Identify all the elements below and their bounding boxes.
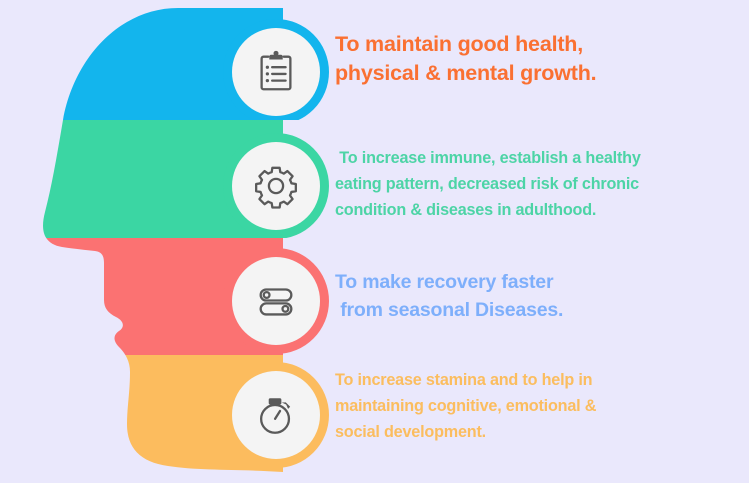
row-text-stamina-line-2: maintaining cognitive, emotional & xyxy=(335,397,597,415)
icon-circles xyxy=(232,28,320,459)
row-text-recovery-line-1: To make recovery faster xyxy=(335,271,554,293)
row-text-stamina-line-1: To increase stamina and to help in xyxy=(335,371,593,389)
row-text-recovery-line-2: from seasonal Diseases. xyxy=(335,299,564,321)
row-text-immunity-line-3: condition & diseases in adulthood. xyxy=(335,201,597,219)
row-text-health-line-1: To maintain good health, xyxy=(335,32,584,56)
row-text-immunity-line-1: To increase immune, establish a healthy xyxy=(335,149,641,167)
row-text-immunity: To increase immune, establish a healthy … xyxy=(335,145,740,223)
row-text-recovery: To make recovery faster from seasonal Di… xyxy=(335,268,740,324)
row-text-health-line-2: physical & mental growth. xyxy=(335,61,597,85)
row-text-stamina: To increase stamina and to help in maint… xyxy=(335,367,740,445)
row-text-health: To maintain good health, physical & ment… xyxy=(335,30,740,88)
row-text-stamina-line-3: social development. xyxy=(335,423,486,441)
row-text-immunity-line-2: eating pattern, decreased risk of chroni… xyxy=(335,175,639,193)
